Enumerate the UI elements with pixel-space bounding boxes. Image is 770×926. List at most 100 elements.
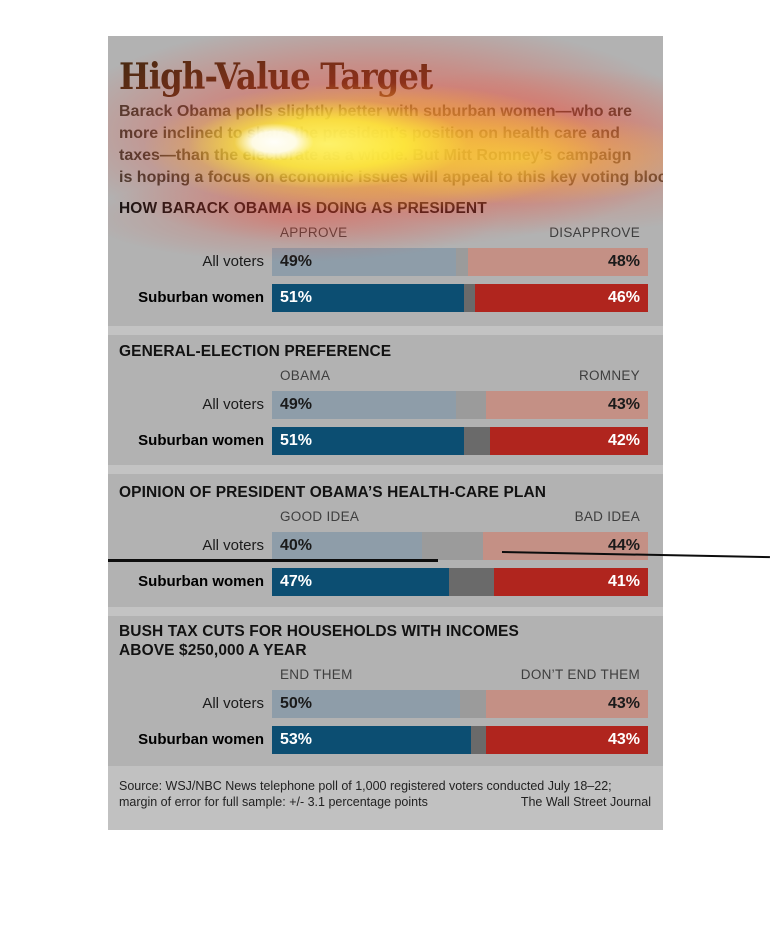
bar-value: 46% <box>607 289 640 306</box>
section-title: GENERAL-ELECTION PREFERENCE <box>119 342 663 361</box>
column-header-right: DISAPPROVE <box>549 225 640 240</box>
infographic-panel: High-Value Target Barack Obama polls sli… <box>108 36 663 830</box>
bar-value: 43% <box>607 731 640 748</box>
section-health-care-plan: OPINION OF PRESIDENT OBAMA’S HEALTH-CARE… <box>108 483 663 604</box>
bar-right-segment: 48% <box>467 248 648 276</box>
bar-gap-segment <box>422 532 483 560</box>
bar-rows: All voters 49% 48% Suburban women 51% 46% <box>108 248 663 312</box>
bar-gap-segment <box>463 427 491 455</box>
headline: High-Value Target <box>119 56 433 98</box>
bar-gap-segment <box>471 726 487 754</box>
section-separator <box>108 326 663 335</box>
bar-left-segment: 40% <box>272 532 423 560</box>
bar-value: 49% <box>280 396 313 413</box>
section-title: BUSH TAX CUTS FOR HOUSEHOLDS WITH INCOME… <box>119 622 663 660</box>
bar-track: 49% 48% <box>272 248 648 276</box>
section-bush-tax-cuts: BUSH TAX CUTS FOR HOUSEHOLDS WITH INCOME… <box>108 622 663 762</box>
column-header-left: APPROVE <box>280 225 348 240</box>
row-label: All voters <box>202 253 264 270</box>
bar-track: 53% 43% <box>272 726 648 754</box>
row-label: All voters <box>202 537 264 554</box>
bar-value: 53% <box>280 731 313 748</box>
bar-gap-segment <box>460 690 487 718</box>
bar-row: All voters 50% 43% <box>108 690 663 718</box>
bar-track: 47% 41% <box>272 568 648 596</box>
bar-right-segment: 46% <box>475 284 648 312</box>
section-title-line: ABOVE $250,000 A YEAR <box>119 642 307 659</box>
row-label: Suburban women <box>138 432 264 449</box>
bar-right-segment: 43% <box>486 690 648 718</box>
bar-row: Suburban women 51% 42% <box>108 427 663 455</box>
credit-text: The Wall Street Journal <box>520 795 651 809</box>
bar-gap-segment <box>456 248 468 276</box>
bar-left-segment: 47% <box>272 568 449 596</box>
intro-line: Barack Obama polls slightly better with … <box>119 103 632 120</box>
bar-value: 43% <box>607 396 640 413</box>
bar-left-segment: 51% <box>272 284 464 312</box>
bar-value: 43% <box>607 695 640 712</box>
bar-track: 50% 43% <box>272 690 648 718</box>
bar-left-segment: 53% <box>272 726 472 754</box>
row-label: All voters <box>202 695 264 712</box>
bar-row: Suburban women 51% 46% <box>108 284 663 312</box>
section-title-line: HOW BARACK OBAMA IS DOING AS PRESIDENT <box>119 200 487 217</box>
column-header-left: OBAMA <box>280 368 331 383</box>
column-headers: OBAMA ROMNEY <box>272 368 648 386</box>
bar-row: Suburban women 53% 43% <box>108 726 663 754</box>
bar-value: 51% <box>280 432 313 449</box>
bar-gap-segment <box>456 391 487 419</box>
bar-left-segment: 49% <box>272 391 457 419</box>
bar-value: 40% <box>280 537 313 554</box>
bar-left-segment: 51% <box>272 427 464 455</box>
section-presidential-approval: HOW BARACK OBAMA IS DOING AS PRESIDENT A… <box>108 199 663 320</box>
column-header-right: DON’T END THEM <box>520 667 640 682</box>
bar-track: 40% 44% <box>272 532 648 560</box>
bar-gap-segment <box>448 568 494 596</box>
bar-left-segment: 49% <box>272 248 457 276</box>
bar-right-segment: 43% <box>486 391 648 419</box>
bar-track: 49% 43% <box>272 391 648 419</box>
column-header-left: END THEM <box>280 667 353 682</box>
section-title: OPINION OF PRESIDENT OBAMA’S HEALTH-CARE… <box>119 483 663 502</box>
annotation-line-left <box>108 559 438 562</box>
row-label: Suburban women <box>138 289 264 306</box>
column-header-right: BAD IDEA <box>574 509 640 524</box>
column-header-right: ROMNEY <box>578 368 640 383</box>
bar-left-segment: 50% <box>272 690 460 718</box>
section-title-line: BUSH TAX CUTS FOR HOUSEHOLDS WITH INCOME… <box>119 623 519 640</box>
row-label: Suburban women <box>138 573 264 590</box>
bar-value: 44% <box>607 537 640 554</box>
bar-value: 41% <box>607 573 640 590</box>
bar-value: 48% <box>607 253 640 270</box>
bar-right-segment: 41% <box>493 568 648 596</box>
bar-rows: All voters 40% 44% Suburban women 47% 41% <box>108 532 663 596</box>
section-title-line: OPINION OF PRESIDENT OBAMA’S HEALTH-CARE… <box>119 484 547 501</box>
column-headers: APPROVE DISAPPROVE <box>272 225 648 243</box>
bar-track: 51% 46% <box>272 284 648 312</box>
bar-rows: All voters 49% 43% Suburban women 51% 42% <box>108 391 663 455</box>
intro-line: more inclined to share the president’s p… <box>119 125 620 142</box>
bar-right-segment: 42% <box>490 427 648 455</box>
bar-row: All voters 49% 48% <box>108 248 663 276</box>
row-label: Suburban women <box>138 731 264 748</box>
bar-rows: All voters 50% 43% Suburban women 53% 43% <box>108 690 663 754</box>
column-headers: END THEM DON’T END THEM <box>272 667 648 685</box>
bar-row: All voters 40% 44% <box>108 532 663 560</box>
bar-value: 49% <box>280 253 313 270</box>
source-text-line1: Source: WSJ/NBC News telephone poll of 1… <box>119 779 612 793</box>
intro-paragraph: Barack Obama polls slightly better with … <box>119 101 663 189</box>
section-separator <box>108 465 663 474</box>
bar-right-segment: 43% <box>486 726 648 754</box>
bar-row: All voters 49% 43% <box>108 391 663 419</box>
source-text-line2: margin of error for full sample: +/- 3.1… <box>119 795 428 809</box>
bar-value: 51% <box>280 289 313 306</box>
section-title-line: GENERAL-ELECTION PREFERENCE <box>119 343 392 360</box>
footer: Source: WSJ/NBC News telephone poll of 1… <box>108 766 663 830</box>
bar-gap-segment <box>463 284 476 312</box>
section-separator <box>108 607 663 616</box>
bar-track: 51% 42% <box>272 427 648 455</box>
column-headers: GOOD IDEA BAD IDEA <box>272 509 648 527</box>
bar-right-segment: 44% <box>482 532 648 560</box>
section-title: HOW BARACK OBAMA IS DOING AS PRESIDENT <box>119 199 663 218</box>
